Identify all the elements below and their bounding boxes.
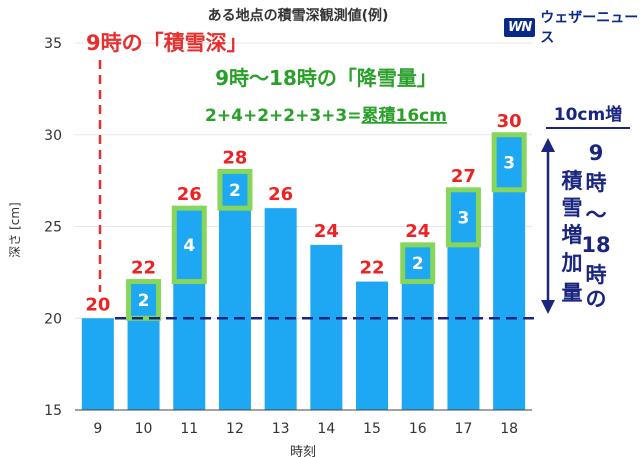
increment-label-11: 4	[183, 236, 195, 256]
increase-vertical-char: 時	[586, 263, 607, 287]
increment-label-16: 2	[412, 254, 424, 274]
increase-vertical-char: 雪	[562, 196, 583, 220]
x-axis-ticks: 9 10 11 12 13 14 15 16 17 18	[93, 421, 518, 437]
increase-vertical-char: 増	[562, 223, 583, 247]
increase-vertical-char: 18	[581, 233, 610, 257]
increment-box-17	[445, 187, 481, 248]
increment-box-18	[491, 132, 527, 193]
increment-box-16	[400, 242, 436, 285]
value-label-16: 24	[405, 221, 430, 242]
increase-vertical-char: 加	[561, 251, 583, 275]
x-tick-label: 12	[226, 421, 244, 437]
increment-label-12: 2	[229, 181, 241, 201]
y-tick-label: 25	[44, 220, 62, 236]
increase-arrow-head-down	[541, 300, 555, 314]
increment-label-17: 3	[458, 208, 470, 228]
increment-label-10: 2	[138, 291, 150, 311]
value-label-11: 26	[177, 184, 202, 205]
increase-arrow-head-up	[541, 138, 555, 152]
y-tick-label: 35	[44, 36, 62, 52]
y-tick-label: 30	[44, 128, 62, 144]
brand-name: ウェザーニュース	[540, 10, 639, 46]
x-tick-label: 9	[93, 421, 102, 437]
chart-title: ある地点の積雪深観測値(例)	[208, 7, 389, 24]
value-label-18: 30	[497, 111, 522, 132]
increment-box-11	[171, 205, 207, 285]
bar-15	[356, 281, 389, 410]
increment-box-12	[217, 168, 253, 211]
annotation-increase-label: 10cm増	[554, 104, 622, 125]
annotation-snowfall-sum: 2+4+2+2+3+3=累積16cm	[205, 105, 447, 126]
bar-9	[81, 318, 114, 410]
x-axis-label: 時刻	[290, 445, 316, 457]
x-tick-label: 15	[363, 421, 381, 437]
x-tick-label: 16	[409, 421, 427, 437]
y-tick-label: 15	[44, 403, 62, 419]
value-label-15: 22	[360, 258, 385, 279]
value-label-10: 22	[131, 258, 156, 279]
increase-vertical-char: 積	[562, 169, 584, 193]
increase-vertical-char: 量	[562, 281, 583, 305]
x-tick-label: 18	[500, 421, 518, 437]
value-label-17: 27	[451, 166, 476, 187]
x-tick-label: 10	[135, 421, 153, 437]
y-axis-ticks: 15 20 25 30 35	[44, 36, 62, 419]
annotation-snowfall-title: 9時〜18時の「降雪量」	[215, 66, 437, 90]
weathernews-logo: WN ウェザーニュース	[504, 7, 640, 47]
value-label-9: 20	[85, 294, 110, 315]
increase-vertical-char: 時	[586, 171, 607, 195]
annotation-depth-at-9: 9時の「積雪深」	[86, 31, 248, 55]
value-label-12: 28	[222, 147, 247, 168]
x-tick-label: 14	[317, 421, 335, 437]
increase-vertical-char: 〜	[586, 203, 607, 227]
y-tick-label: 20	[44, 311, 62, 327]
wn-logo-mark: WN	[504, 17, 536, 37]
x-tick-label: 13	[272, 421, 290, 437]
increase-vertical-char: 9	[589, 141, 604, 165]
x-tick-label: 17	[455, 421, 473, 437]
value-label-13: 26	[268, 184, 293, 205]
increment-box-10	[126, 279, 162, 321]
increment-label-18: 3	[503, 153, 515, 173]
increase-vertical-char: の	[586, 287, 607, 311]
bar-12	[218, 171, 251, 410]
x-tick-label: 11	[180, 421, 198, 437]
bar-14	[310, 244, 343, 410]
value-label-14: 24	[314, 221, 339, 242]
bar-13	[264, 208, 297, 410]
y-axis-label: 深さ [cm]	[8, 202, 22, 257]
